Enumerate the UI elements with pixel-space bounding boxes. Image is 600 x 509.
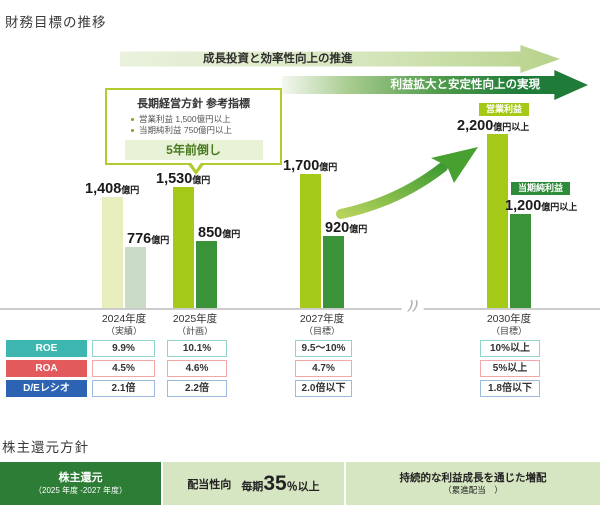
year-axis-label: 2030年度 （目標） bbox=[486, 313, 532, 336]
operating-profit-bar bbox=[300, 174, 321, 309]
bullet-dot-icon bbox=[131, 118, 134, 121]
metric-row-header: ROE bbox=[6, 340, 87, 357]
metric-value-cell: 4.7% bbox=[295, 360, 352, 377]
metric-value-cell: 2.2倍 bbox=[167, 380, 227, 397]
net-profit-value: 1,200億円以上 bbox=[505, 198, 578, 214]
shareholder-return-period: （2025 年度 -2027 年度） bbox=[34, 486, 127, 495]
metric-row-header: D/Eレシオ bbox=[6, 380, 87, 397]
callout-highlight: 5年前倒し bbox=[124, 140, 263, 160]
progressive-dividend-note: （累進配当 ） bbox=[443, 485, 503, 495]
x-axis-line bbox=[0, 308, 600, 310]
operating-profit-bar bbox=[487, 134, 508, 309]
long-term-plan-callout: 長期経営方針 参考指標 営業利益 1,500億円以上 当期純利益 750億円以上… bbox=[105, 88, 282, 175]
growth-banner-label: 成長投資と効率性向上の推進 bbox=[203, 53, 353, 65]
operating-profit-legend-badge: 営業利益 bbox=[479, 103, 530, 116]
profit-banner-arrow: 利益拡大と安定性向上の実現 bbox=[282, 70, 588, 100]
operating-profit-bar bbox=[173, 187, 194, 309]
payout-ratio-box: 配当性向 毎期 35 ％以上 bbox=[163, 462, 344, 505]
page-title: 財務目標の推移 bbox=[5, 15, 107, 30]
axis-break-icon: )) bbox=[399, 295, 429, 315]
callout-title: 長期経営方針 参考指標 bbox=[136, 98, 251, 110]
callout-pointer-icon bbox=[190, 161, 202, 170]
metric-value-cell: 10%以上 bbox=[480, 340, 540, 357]
net-profit-bar bbox=[323, 236, 344, 309]
metric-value-cell: 9.9% bbox=[92, 340, 155, 357]
metric-value-cell: 10.1% bbox=[167, 340, 227, 357]
section-title: 株主還元方針 bbox=[2, 440, 89, 455]
operating-profit-value: 1,700億円 bbox=[283, 158, 338, 174]
callout-bullet: 営業利益 1,500億円以上 bbox=[131, 114, 280, 125]
operating-profit-bar bbox=[102, 197, 123, 309]
progressive-dividend-box: 持続的な利益成長を通じた増配 （累進配当 ） bbox=[346, 462, 600, 505]
metric-value-cell: 2.1倍 bbox=[92, 380, 155, 397]
net-profit-value: 920億円 bbox=[325, 220, 368, 236]
metric-value-cell: 1.8倍以下 bbox=[480, 380, 540, 397]
year-axis-label: 2027年度 （目標） bbox=[299, 313, 345, 336]
net-profit-value: 776億円 bbox=[127, 231, 170, 247]
callout-bullets: 営業利益 1,500億円以上 当期純利益 750億円以上 bbox=[131, 114, 280, 136]
net-profit-bar bbox=[196, 241, 217, 309]
net-profit-legend-badge: 当期純利益 bbox=[511, 182, 571, 195]
metric-value-cell: 4.6% bbox=[167, 360, 227, 377]
year-axis-label: 2024年度 （実績） bbox=[101, 313, 147, 336]
shareholder-return-title: 株主還元 bbox=[58, 472, 103, 484]
payout-ratio-value: 毎期 35 ％以上 bbox=[241, 472, 320, 495]
dividend-growth-text: 持続的な利益成長を通じた増配 bbox=[399, 472, 547, 484]
profit-banner-label: 利益拡大と安定性向上の実現 bbox=[390, 79, 541, 91]
metric-value-cell: 4.5% bbox=[92, 360, 155, 377]
growth-banner-arrow: 成長投資と効率性向上の推進 bbox=[120, 45, 560, 73]
operating-profit-value: 1,408億円 bbox=[85, 181, 140, 197]
operating-profit-value: 2,200億円以上 bbox=[457, 118, 530, 134]
metric-value-cell: 5%以上 bbox=[480, 360, 540, 377]
payout-ratio-label: 配当性向 bbox=[187, 478, 232, 491]
operating-profit-value: 1,530億円 bbox=[156, 171, 211, 187]
metric-row-header: ROA bbox=[6, 360, 87, 377]
net-profit-bar bbox=[125, 247, 146, 309]
bullet-dot-icon bbox=[131, 129, 134, 132]
callout-bullet: 当期純利益 750億円以上 bbox=[131, 125, 280, 136]
net-profit-bar bbox=[510, 214, 531, 309]
net-profit-value: 850億円 bbox=[198, 225, 241, 241]
shareholder-return-box: 株主還元 （2025 年度 -2027 年度） bbox=[0, 462, 161, 505]
year-axis-label: 2025年度 （計画） bbox=[172, 313, 218, 336]
metric-value-cell: 9.5〜10% bbox=[295, 340, 352, 357]
metric-value-cell: 2.0倍以下 bbox=[295, 380, 352, 397]
